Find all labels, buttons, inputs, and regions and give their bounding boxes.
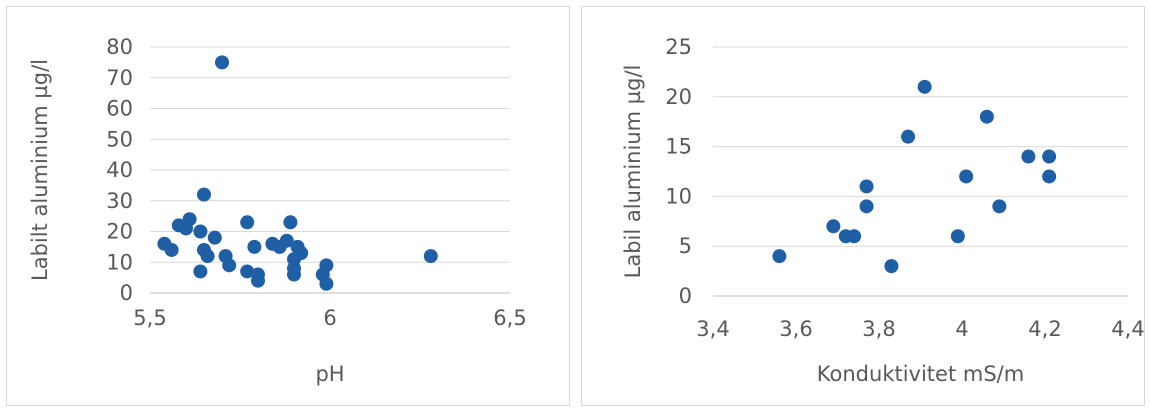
y-axis-label: Labil aluminium µg/l bbox=[621, 65, 645, 279]
y-tick-label: 20 bbox=[106, 220, 133, 244]
data-point bbox=[423, 249, 438, 264]
data-point bbox=[287, 267, 301, 282]
y-tick-label: 10 bbox=[665, 184, 692, 208]
data-point bbox=[826, 219, 841, 234]
data-point bbox=[240, 264, 255, 279]
x-tick-label: 5,5 bbox=[133, 306, 166, 330]
data-point bbox=[182, 212, 197, 227]
y-tick-label: 70 bbox=[106, 66, 133, 90]
x-axis-label: Konduktivitet mS/m bbox=[817, 362, 1024, 386]
x-tick-label: 3,6 bbox=[779, 317, 812, 341]
scatter-chart-konduktivitet: 0 5 10 15 20 25 3,4 3,6 3,8 4 4,2 4,4 Konduktivitet … bbox=[621, 35, 1145, 386]
y-axis-label: Labilt aluminium µg/l bbox=[28, 59, 52, 281]
y-tick-label: 0 bbox=[679, 284, 692, 308]
data-point bbox=[859, 199, 874, 214]
x-tick-label: 4,2 bbox=[1028, 317, 1061, 341]
y-tick-label: 80 bbox=[106, 35, 133, 59]
y-tick-label: 50 bbox=[106, 127, 133, 151]
y-tick-label: 40 bbox=[106, 158, 133, 182]
data-point bbox=[294, 246, 309, 261]
data-point bbox=[164, 242, 179, 257]
data-point bbox=[1042, 169, 1057, 184]
data-point bbox=[200, 249, 215, 264]
data-point bbox=[193, 224, 208, 239]
data-point bbox=[247, 239, 262, 254]
data-point bbox=[319, 258, 334, 273]
data-point bbox=[917, 79, 932, 94]
data-point bbox=[959, 169, 974, 184]
x-tick-label: 4,4 bbox=[1111, 317, 1144, 341]
chart-panel-ph: 0 10 20 30 40 50 60 70 80 5,5 6 6,5 pH Labilt alumini… bbox=[6, 6, 570, 406]
y-tick-label: 60 bbox=[106, 97, 133, 121]
data-point bbox=[197, 187, 211, 202]
data-point bbox=[884, 259, 899, 274]
y-tick-label: 5 bbox=[679, 234, 692, 258]
data-point bbox=[251, 273, 265, 288]
data-point bbox=[222, 258, 237, 273]
y-tick-label: 0 bbox=[120, 281, 133, 305]
data-point bbox=[901, 129, 916, 144]
data-point bbox=[859, 179, 874, 194]
x-tick-label: 3,8 bbox=[862, 317, 895, 341]
x-tick-label: 4 bbox=[955, 317, 968, 341]
data-point bbox=[950, 229, 965, 244]
data-point bbox=[772, 249, 787, 264]
data-point bbox=[1042, 149, 1057, 164]
data-point bbox=[319, 276, 334, 291]
y-tick-label: 10 bbox=[106, 250, 133, 274]
data-point bbox=[240, 215, 255, 230]
y-tick-label: 30 bbox=[106, 189, 133, 213]
y-tick-label: 15 bbox=[665, 135, 692, 159]
data-point bbox=[207, 230, 222, 245]
data-point bbox=[979, 109, 994, 124]
data-point bbox=[215, 55, 229, 70]
data-point bbox=[1021, 149, 1036, 164]
x-tick-label: 6,5 bbox=[493, 306, 526, 330]
data-point bbox=[279, 233, 294, 248]
y-tick-label: 25 bbox=[665, 35, 692, 59]
x-tick-label: 3,4 bbox=[696, 317, 729, 341]
y-tick-label: 20 bbox=[665, 85, 692, 109]
chart-panel-konduktivitet: 0 5 10 15 20 25 3,4 3,6 3,8 4 4,2 4,4 Konduktivitet … bbox=[581, 6, 1145, 406]
x-axis-label: pH bbox=[315, 362, 344, 386]
scatter-chart-ph: 0 10 20 30 40 50 60 70 80 5,5 6 6,5 pH Labilt alumini… bbox=[28, 35, 527, 386]
data-point bbox=[283, 215, 298, 230]
x-tick-label: 6 bbox=[323, 306, 336, 330]
data-point bbox=[847, 229, 862, 244]
data-point bbox=[193, 264, 208, 279]
data-point bbox=[992, 199, 1007, 214]
